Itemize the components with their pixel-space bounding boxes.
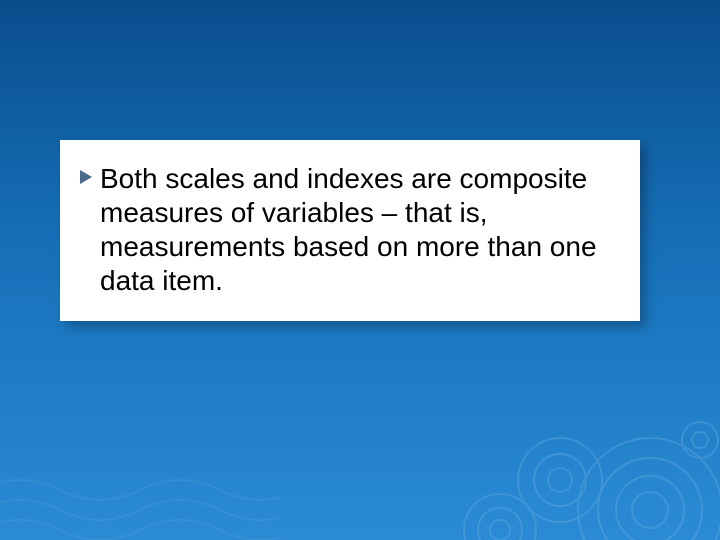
content-text-box: Both scales and indexes are composite me… [60,140,640,321]
wave-decoration-icon [0,430,280,540]
bullet-arrow-icon [78,168,96,191]
bullet-item: Both scales and indexes are composite me… [78,162,622,299]
ripple-decoration-icon [390,350,720,540]
slide-container: Both scales and indexes are composite me… [0,0,720,540]
bullet-text: Both scales and indexes are composite me… [100,162,622,299]
